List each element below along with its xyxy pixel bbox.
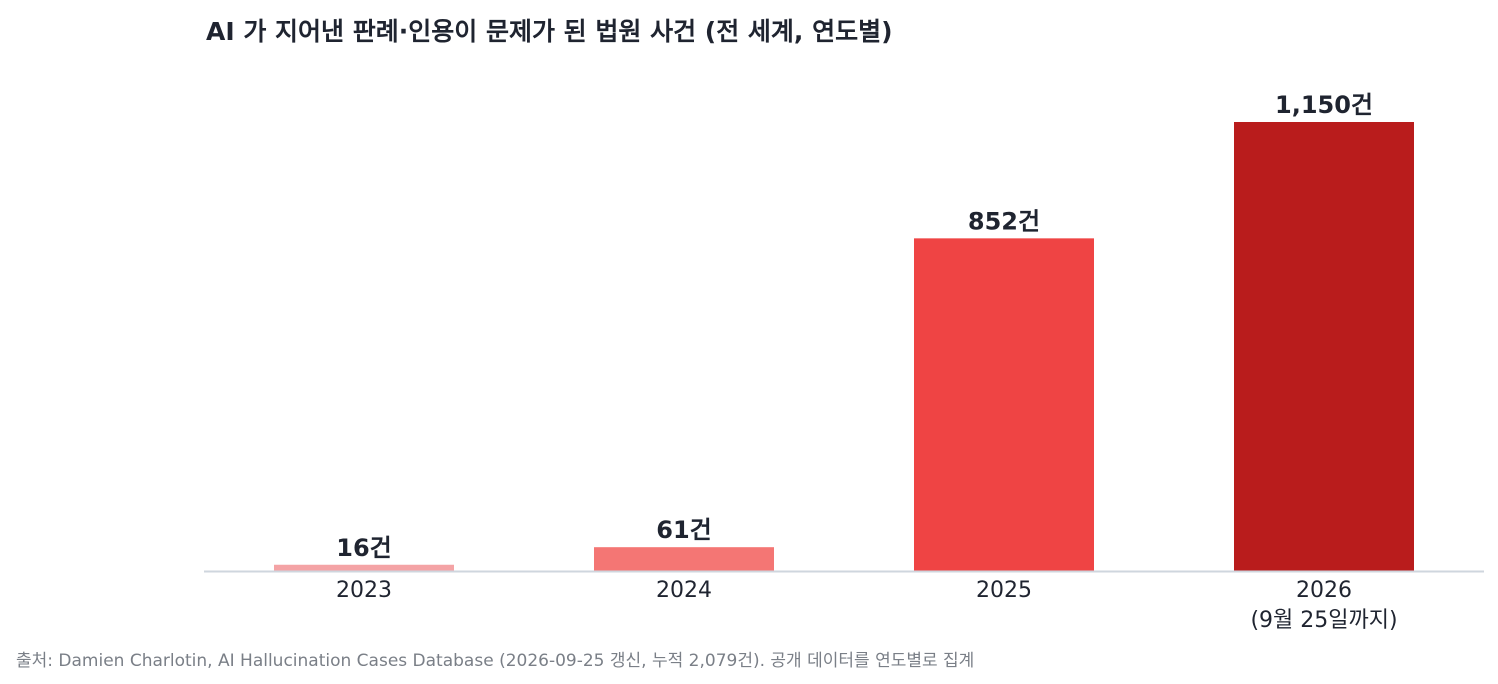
tick-label-2023: 2023	[336, 578, 392, 603]
value-label-2025: 852건	[968, 207, 1040, 235]
tick-label-2024: 2024	[656, 578, 712, 603]
tick-label-2025: 2025	[976, 578, 1032, 603]
x-tick-labels: 2023 2024 2025 2026 (9월 25일까지)	[336, 578, 1398, 633]
bar-2026	[1234, 122, 1414, 571]
bar-2025	[914, 238, 1094, 572]
chart-title: AI 가 지어낸 판례·인용이 문제가 된 법원 사건 (전 세계, 연도별)	[206, 17, 893, 46]
value-label-2024: 61건	[656, 516, 711, 544]
value-label-2026: 1,150건	[1275, 91, 1373, 119]
tick-label-2026: 2026	[1296, 578, 1352, 603]
bars-layer	[274, 122, 1414, 572]
value-labels-layer: 16건 61건 852건 1,150건	[336, 91, 1373, 562]
tick-label-2026-sub: (9월 25일까지)	[1250, 608, 1397, 633]
bar-chart: 16건 61건 852건 1,150건 2023 2024 2025 2026 (9월 25일…	[204, 91, 1484, 633]
bar-2023	[274, 564, 454, 571]
value-label-2023: 16건	[336, 534, 391, 562]
bar-2024	[594, 547, 774, 571]
source-note: 출처: Damien Charlotin, AI Hallucination C…	[16, 651, 975, 671]
